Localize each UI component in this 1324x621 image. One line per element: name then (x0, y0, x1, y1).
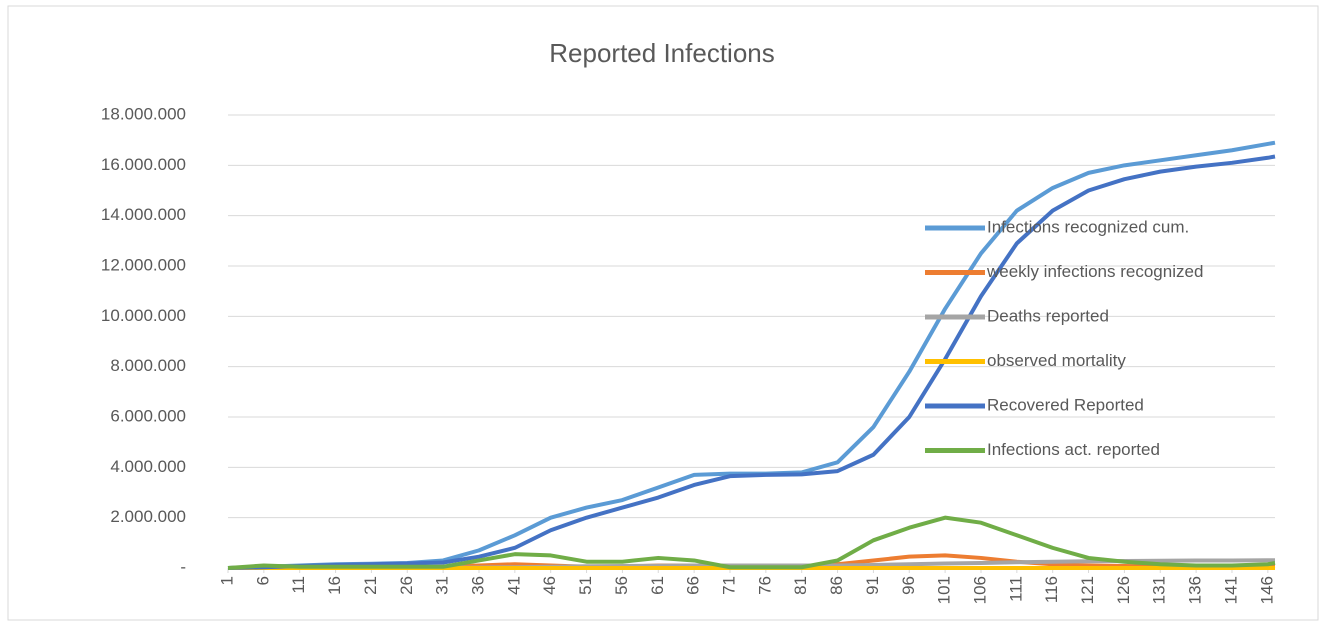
x-tick-label: 56 (612, 576, 631, 595)
y-tick-label: 6.000.000 (110, 406, 186, 425)
y-tick-label: 12.000.000 (101, 255, 186, 274)
y-tick-label: 2.000.000 (110, 507, 186, 526)
legend-label: Infections act. reported (987, 440, 1160, 459)
x-tick-label: 41 (504, 576, 523, 595)
y-tick-label: 4.000.000 (110, 457, 186, 476)
x-tick-label: 101 (935, 576, 954, 604)
x-tick-label: 81 (791, 576, 810, 595)
x-tick-label: 26 (397, 576, 416, 595)
x-tick-label: 11 (289, 576, 308, 594)
x-tick-label: 91 (863, 576, 882, 595)
chart-title: Reported Infections (549, 38, 774, 68)
y-tick-label: 8.000.000 (110, 356, 186, 375)
chart-border (7, 5, 1319, 621)
legend-label: Recovered Reported (987, 395, 1144, 414)
x-tick-label: 31 (433, 576, 452, 595)
x-tick-label: 146 (1257, 576, 1276, 604)
x-tick-label: 46 (540, 576, 559, 595)
x-tick-label: 1 (217, 576, 236, 585)
series-line (227, 515, 1276, 570)
x-tick-label: 76 (755, 576, 774, 595)
y-tick-label: 10.000.000 (101, 306, 186, 325)
x-tick-label: 6 (253, 576, 272, 585)
y-tick-label: 16.000.000 (101, 155, 186, 174)
x-tick-label: 61 (648, 576, 667, 595)
x-tick-label: 16 (325, 576, 344, 595)
x-tick-label: 21 (361, 576, 380, 595)
x-tick-label: 51 (576, 576, 595, 595)
legend-label: observed mortality (987, 351, 1126, 370)
legend-label: Deaths reported (987, 306, 1109, 325)
x-tick-label: 106 (970, 576, 989, 604)
y-tick-label: 18.000.000 (101, 104, 186, 123)
y-tick-label: 14.000.000 (101, 205, 186, 224)
x-tick-label: 71 (719, 576, 738, 595)
x-tick-label: 116 (1042, 576, 1061, 603)
x-tick-label: 121 (1078, 576, 1097, 604)
x-tick-label: 141 (1221, 576, 1240, 604)
x-tick-label: 66 (684, 576, 703, 595)
x-tick-label: 126 (1114, 576, 1133, 604)
legend-label: weekly infections recognized (986, 262, 1203, 281)
x-tick-label: 36 (468, 576, 487, 595)
x-tick-label: 96 (899, 576, 918, 595)
x-tick-label: 111 (1006, 576, 1025, 602)
x-tick-label: 86 (827, 576, 846, 595)
y-tick-label: - (180, 557, 186, 576)
x-tick-label: 136 (1186, 576, 1205, 604)
x-tick-label: 131 (1150, 576, 1169, 604)
series-line (227, 154, 1276, 570)
legend-label: Infections recognized cum. (987, 217, 1189, 236)
